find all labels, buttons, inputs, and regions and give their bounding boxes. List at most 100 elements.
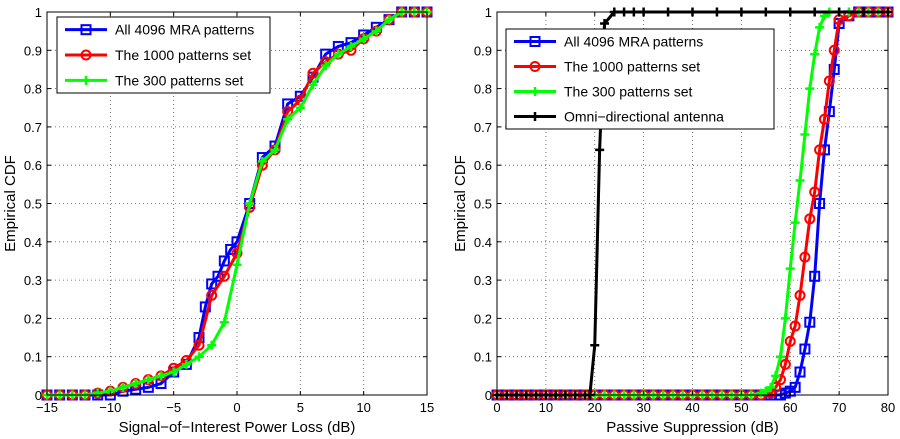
plus-marker — [780, 313, 790, 323]
y-tick-label: 0.2 — [24, 311, 42, 326]
x-tick-label: 40 — [685, 400, 699, 415]
y-tick-label: 0.9 — [474, 43, 492, 58]
legend: All 4096 MRA patterns The 1000 patterns s… — [56, 16, 271, 94]
plus-marker — [81, 75, 91, 85]
y-tick-label: 0.4 — [474, 235, 492, 250]
y-tick-label: 1 — [35, 5, 42, 20]
circle-marker — [80, 49, 92, 61]
circle-marker — [794, 289, 806, 301]
plus-marker — [118, 382, 128, 392]
x-tick-label: −10 — [99, 400, 121, 415]
x-tick-label: 30 — [636, 400, 650, 415]
circle-marker — [818, 113, 830, 125]
plus-marker — [384, 15, 394, 25]
plus-marker — [775, 352, 785, 362]
legend-label: Omni−directional antenna — [564, 109, 724, 125]
plus-marker — [761, 386, 771, 396]
plus-marker — [245, 199, 255, 208]
y-tick-label: 0.9 — [24, 43, 42, 58]
legend: All 4096 MRA patterns The 1000 patterns s… — [505, 28, 775, 130]
y-tick-label: 0.1 — [24, 350, 42, 365]
legend-entry: All 4096 MRA patterns — [514, 34, 703, 50]
x-tick-label: 0 — [233, 400, 240, 415]
plus-marker — [295, 103, 305, 113]
series-line — [47, 10, 427, 397]
legend-entry: The 1000 patterns set — [514, 59, 700, 75]
square-marker — [320, 48, 332, 60]
plus-marker — [143, 375, 153, 385]
plus-marker — [530, 112, 540, 121]
legend-label: The 300 patterns set — [564, 84, 693, 100]
y-axis-label: Empirical CDF — [2, 155, 19, 252]
x-tick-label: 15 — [420, 400, 434, 415]
square-marker — [799, 343, 811, 355]
square-marker — [789, 381, 801, 393]
y-tick-label: 0.8 — [474, 82, 492, 97]
x-axis-label: Signal−of−Interest Power Loss (dB) — [119, 419, 356, 436]
legend-box — [505, 28, 775, 130]
y-tick-label: 0.4 — [24, 235, 42, 250]
right-chart: 0 10 20 30 40 50 60 70 80 0 0.1 0.2 0.3 0.4 0.5 0.6 0.7 0… — [452, 5, 895, 436]
circle-marker — [206, 289, 218, 301]
plus-marker — [308, 80, 318, 90]
y-tick-label: 0.8 — [24, 82, 42, 97]
plus-marker — [766, 382, 776, 392]
plus-marker — [359, 34, 369, 44]
circle-marker — [823, 75, 835, 87]
plus-marker — [219, 317, 229, 327]
plus-marker — [207, 340, 217, 350]
x-tick-label: 10 — [539, 400, 553, 415]
square-marker — [206, 278, 218, 290]
plus-marker — [590, 340, 600, 350]
plus-marker — [169, 367, 179, 377]
plus-marker — [800, 130, 810, 140]
circle-marker — [804, 213, 816, 225]
plus-marker — [756, 388, 766, 398]
x-tick-label: 10 — [356, 400, 370, 415]
plus-marker — [530, 87, 540, 96]
plus-marker — [257, 156, 267, 166]
y-axis-label: Empirical CDF — [452, 155, 469, 252]
plus-marker — [333, 49, 343, 59]
legend-entry: The 1000 patterns set — [65, 47, 251, 63]
plus-marker — [232, 260, 242, 270]
circle-marker — [809, 186, 821, 198]
square-marker — [282, 98, 294, 110]
plus-marker — [283, 114, 293, 124]
x-tick-label: 0 — [493, 400, 500, 415]
y-tick-label: 0.3 — [474, 273, 492, 288]
square-marker — [814, 198, 826, 209]
plus-marker — [131, 379, 141, 389]
y-tick-label: 0.5 — [24, 197, 42, 212]
x-tick-label: 70 — [832, 400, 846, 415]
plus-marker — [815, 22, 825, 32]
circle-marker — [307, 67, 319, 79]
plus-marker — [600, 18, 610, 28]
circle-marker — [218, 270, 230, 282]
circle-marker — [828, 44, 840, 56]
y-tick-label: 0.5 — [474, 197, 492, 212]
circle-marker — [784, 335, 796, 347]
square-marker — [529, 36, 541, 47]
square-marker — [80, 24, 92, 36]
x-tick-label: 80 — [881, 400, 895, 415]
square-marker — [218, 255, 230, 267]
circle-marker — [193, 339, 205, 351]
x-tick-label: 20 — [588, 400, 602, 415]
y-tick-label: 1 — [485, 5, 492, 20]
plus-marker — [795, 176, 805, 186]
plus-marker — [156, 371, 166, 381]
y-tick-label: 0.6 — [474, 158, 492, 173]
square-marker — [212, 270, 224, 282]
legend-label: The 1000 patterns set — [115, 47, 251, 63]
y-tick-label: 0.3 — [24, 273, 42, 288]
plus-marker — [810, 49, 820, 59]
legend-entry: The 300 patterns set — [514, 84, 693, 100]
y-tick-label: 0.1 — [474, 350, 492, 365]
x-tick-label: 60 — [783, 400, 797, 415]
x-tick-label: −15 — [36, 400, 58, 415]
y-tick-label: 0.7 — [474, 120, 492, 135]
plus-marker — [790, 218, 800, 228]
plus-marker — [270, 145, 280, 155]
